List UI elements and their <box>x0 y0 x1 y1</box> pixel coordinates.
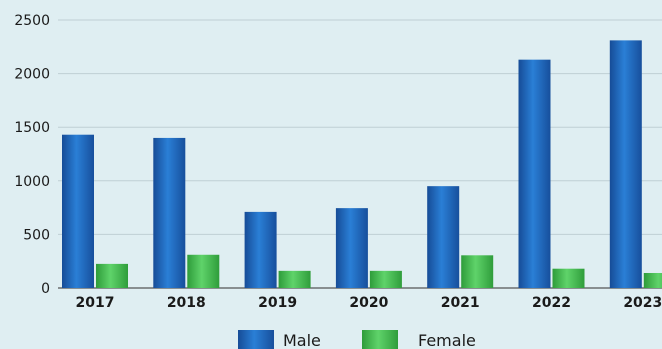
bar-female-2022 <box>552 268 585 288</box>
bar-male-2017 <box>62 134 94 288</box>
bar-female-2020 <box>369 270 402 288</box>
legend-label-male: Male <box>283 331 321 349</box>
x-tick-label: 2018 <box>167 295 206 311</box>
legend-swatch-male <box>238 330 274 349</box>
legend-label-female: Female <box>418 331 476 349</box>
x-tick-label: 2021 <box>441 295 480 311</box>
y-tick-label: 2500 <box>14 13 50 29</box>
bar-male-2018 <box>153 137 186 288</box>
bar-female-2017 <box>96 263 128 288</box>
bar-female-2021 <box>461 255 494 288</box>
x-tick-label: 2020 <box>349 295 388 311</box>
bars <box>62 40 662 289</box>
y-tick-label: 1000 <box>14 174 50 190</box>
x-tick-label: 2022 <box>532 295 571 311</box>
bar-female-2018 <box>187 254 220 288</box>
bar-male-2023 <box>609 40 642 289</box>
y-tick-label: 1500 <box>14 120 50 136</box>
x-axis: 2017 2018 2019 2020 2021 2022 2023 <box>76 295 662 311</box>
x-tick-label: 2017 <box>76 295 115 311</box>
y-tick-label: 0 <box>41 281 50 297</box>
bar-female-2023 <box>643 272 662 288</box>
legend: Male Female <box>238 330 476 349</box>
bar-male-2022 <box>518 59 551 288</box>
y-axis: 0 500 1000 1500 2000 2500 <box>14 13 50 297</box>
y-tick-label: 2000 <box>14 67 50 83</box>
legend-swatch-female <box>362 330 398 349</box>
x-tick-label: 2019 <box>258 295 297 311</box>
x-tick-label: 2023 <box>623 295 662 311</box>
bar-male-2021 <box>427 186 460 288</box>
bar-male-2020 <box>335 208 368 288</box>
y-tick-label: 500 <box>23 227 50 243</box>
bar-male-2019 <box>244 211 277 288</box>
bar-female-2019 <box>278 270 311 288</box>
